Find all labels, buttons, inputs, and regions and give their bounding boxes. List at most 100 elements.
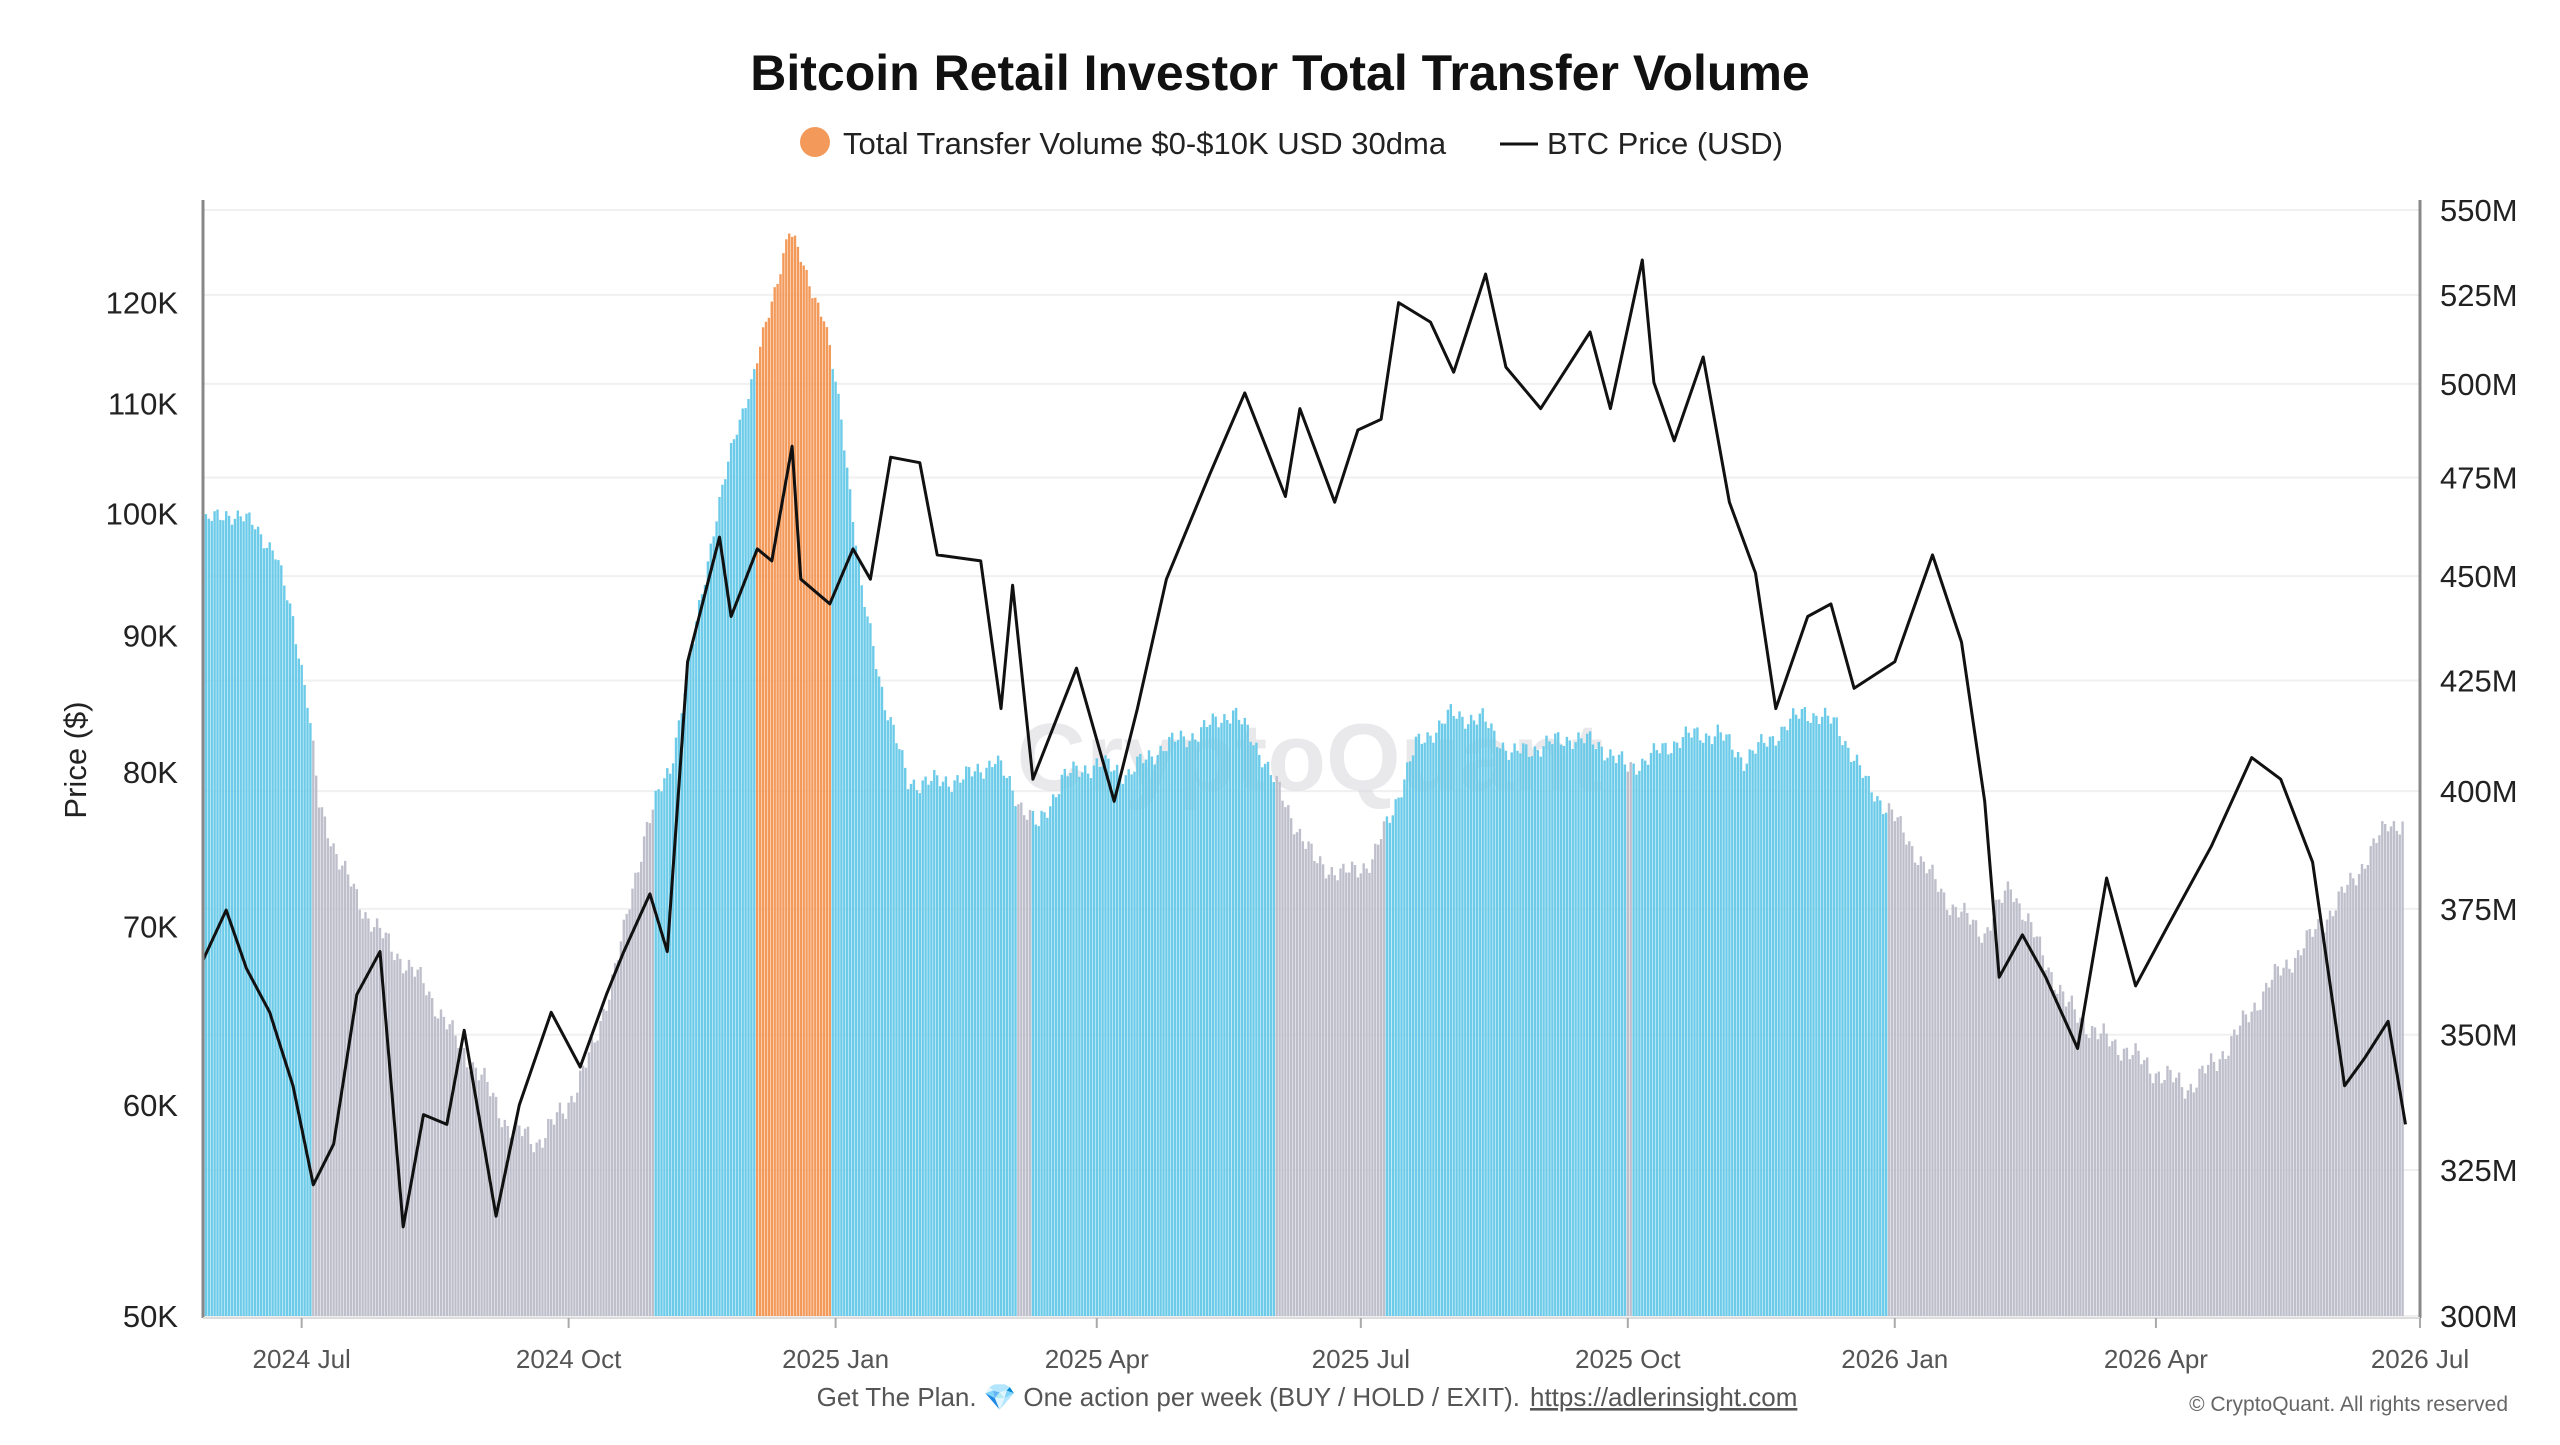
volume-bar bbox=[1594, 749, 1598, 1316]
volume-bar bbox=[1649, 753, 1653, 1316]
volume-bar bbox=[2119, 1060, 2123, 1316]
volume-bar bbox=[779, 274, 782, 1317]
volume-bar bbox=[1588, 731, 1592, 1316]
volume-bar bbox=[1792, 708, 1795, 1316]
volume-bar bbox=[1464, 728, 1467, 1316]
volume-bar bbox=[1992, 918, 1995, 1316]
volume-bar bbox=[825, 327, 829, 1317]
volume-bar bbox=[1963, 902, 1966, 1316]
right-tick-label: 475M bbox=[2440, 461, 2518, 496]
volume-bar bbox=[1011, 790, 1014, 1316]
volume-bar bbox=[1530, 756, 1534, 1316]
volume-bar bbox=[1713, 736, 1717, 1316]
volume-bar bbox=[799, 261, 802, 1316]
volume-bar bbox=[236, 510, 239, 1316]
volume-bar bbox=[2163, 1080, 2166, 1316]
volume-bar bbox=[1040, 810, 1043, 1316]
volume-bar bbox=[1632, 763, 1635, 1316]
volume-bars bbox=[201, 233, 2404, 1317]
volume-bar bbox=[422, 983, 425, 1316]
footer-link[interactable]: https://adlerinsight.com bbox=[1530, 1382, 1797, 1412]
volume-bar bbox=[2172, 1082, 2175, 1316]
volume-bar bbox=[1240, 724, 1244, 1316]
volume-bar bbox=[2027, 913, 2030, 1316]
volume-bar bbox=[329, 846, 332, 1316]
right-tick-label: 500M bbox=[2440, 367, 2518, 402]
volume-bar bbox=[1409, 761, 1412, 1316]
volume-bar bbox=[2331, 916, 2335, 1316]
volume-bar bbox=[1008, 776, 1011, 1316]
volume-bar bbox=[1449, 704, 1452, 1316]
volume-bar bbox=[1246, 724, 1249, 1316]
volume-bar bbox=[979, 772, 982, 1316]
volume-bar bbox=[2270, 979, 2274, 1316]
volume-bar bbox=[1023, 815, 1026, 1316]
volume-bar bbox=[2369, 846, 2372, 1316]
volume-bar bbox=[1586, 733, 1589, 1316]
volume-bar bbox=[1501, 742, 1505, 1316]
volume-bar bbox=[915, 790, 919, 1316]
volume-bar bbox=[1301, 841, 1304, 1316]
volume-bar bbox=[1925, 873, 1928, 1316]
volume-bar bbox=[468, 1071, 472, 1316]
volume-bar bbox=[999, 760, 1003, 1316]
volume-bar bbox=[404, 970, 408, 1316]
volume-bar bbox=[883, 710, 887, 1316]
volume-bar bbox=[1458, 711, 1461, 1316]
volume-bar bbox=[1348, 872, 1351, 1316]
volume-bar bbox=[1205, 727, 1209, 1316]
volume-bar bbox=[576, 1092, 579, 1316]
volume-bar bbox=[2198, 1068, 2201, 1316]
volume-bar bbox=[465, 1067, 469, 1316]
volume-bar bbox=[648, 823, 652, 1316]
volume-bar bbox=[503, 1119, 506, 1316]
volume-bar bbox=[1002, 775, 1006, 1316]
volume-bar bbox=[666, 768, 669, 1316]
volume-bar bbox=[1597, 742, 1600, 1316]
volume-bar bbox=[695, 621, 698, 1316]
volume-bar bbox=[1176, 739, 1180, 1316]
volume-bar bbox=[268, 542, 271, 1316]
volume-bar bbox=[1388, 822, 1391, 1316]
volume-bar bbox=[1078, 776, 1081, 1316]
volume-bar bbox=[500, 1127, 504, 1316]
x-tick-label: 2025 Oct bbox=[1575, 1344, 1681, 1374]
volume-bar bbox=[494, 1096, 498, 1316]
volume-bar bbox=[1899, 816, 1902, 1316]
volume-bar bbox=[1426, 732, 1429, 1316]
left-tick-label: 60K bbox=[123, 1088, 178, 1123]
volume-bar bbox=[944, 776, 948, 1316]
volume-bar bbox=[1823, 707, 1827, 1316]
volume-bar bbox=[448, 1024, 451, 1316]
volume-bar bbox=[1284, 807, 1287, 1316]
volume-bar bbox=[1484, 721, 1487, 1316]
volume-bar bbox=[819, 316, 823, 1316]
volume-bar bbox=[1446, 709, 1450, 1316]
volume-bar bbox=[625, 913, 628, 1316]
volume-bar bbox=[1693, 728, 1696, 1316]
volume-bar bbox=[2366, 865, 2369, 1316]
volume-bar bbox=[306, 707, 309, 1316]
volume-bar bbox=[1104, 755, 1107, 1316]
volume-bar bbox=[785, 239, 788, 1316]
volume-bar bbox=[909, 783, 913, 1316]
volume-bar bbox=[2357, 874, 2361, 1316]
volume-bar bbox=[1156, 755, 1159, 1316]
volume-bar bbox=[1739, 757, 1743, 1316]
volume-bar bbox=[1667, 754, 1670, 1316]
volume-bar bbox=[927, 784, 930, 1316]
volume-bar bbox=[1362, 863, 1365, 1316]
volume-bar bbox=[1763, 742, 1766, 1316]
volume-bar bbox=[1974, 920, 1978, 1316]
left-tick-label: 50K bbox=[123, 1299, 178, 1334]
volume-bar bbox=[991, 767, 994, 1316]
volume-bar bbox=[1983, 933, 1986, 1316]
volume-bar bbox=[895, 743, 898, 1316]
volume-bar bbox=[2000, 902, 2004, 1316]
volume-bar bbox=[2392, 821, 2396, 1316]
volume-bar bbox=[1153, 764, 1156, 1316]
volume-bar bbox=[2076, 1022, 2079, 1316]
volume-bar bbox=[2218, 1059, 2221, 1316]
volume-bar bbox=[596, 1040, 599, 1316]
volume-bar bbox=[898, 749, 901, 1316]
